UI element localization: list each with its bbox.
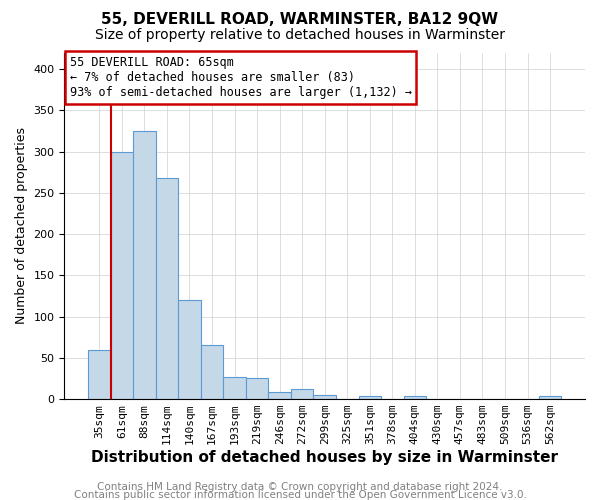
Bar bbox=[268, 392, 291, 399]
Bar bbox=[110, 152, 133, 399]
Bar bbox=[155, 178, 178, 399]
X-axis label: Distribution of detached houses by size in Warminster: Distribution of detached houses by size … bbox=[91, 450, 558, 465]
Y-axis label: Number of detached properties: Number of detached properties bbox=[15, 128, 28, 324]
Bar bbox=[404, 396, 426, 399]
Bar bbox=[291, 389, 313, 399]
Bar bbox=[201, 346, 223, 399]
Bar bbox=[359, 396, 381, 399]
Bar bbox=[133, 131, 155, 399]
Text: Contains public sector information licensed under the Open Government Licence v3: Contains public sector information licen… bbox=[74, 490, 526, 500]
Bar bbox=[88, 350, 110, 399]
Text: Contains HM Land Registry data © Crown copyright and database right 2024.: Contains HM Land Registry data © Crown c… bbox=[97, 482, 503, 492]
Bar bbox=[246, 378, 268, 399]
Bar bbox=[313, 395, 336, 399]
Bar bbox=[178, 300, 201, 399]
Bar bbox=[539, 396, 562, 399]
Text: 55, DEVERILL ROAD, WARMINSTER, BA12 9QW: 55, DEVERILL ROAD, WARMINSTER, BA12 9QW bbox=[101, 12, 499, 28]
Text: Size of property relative to detached houses in Warminster: Size of property relative to detached ho… bbox=[95, 28, 505, 42]
Bar bbox=[223, 377, 246, 399]
Text: 55 DEVERILL ROAD: 65sqm
← 7% of detached houses are smaller (83)
93% of semi-det: 55 DEVERILL ROAD: 65sqm ← 7% of detached… bbox=[70, 56, 412, 99]
